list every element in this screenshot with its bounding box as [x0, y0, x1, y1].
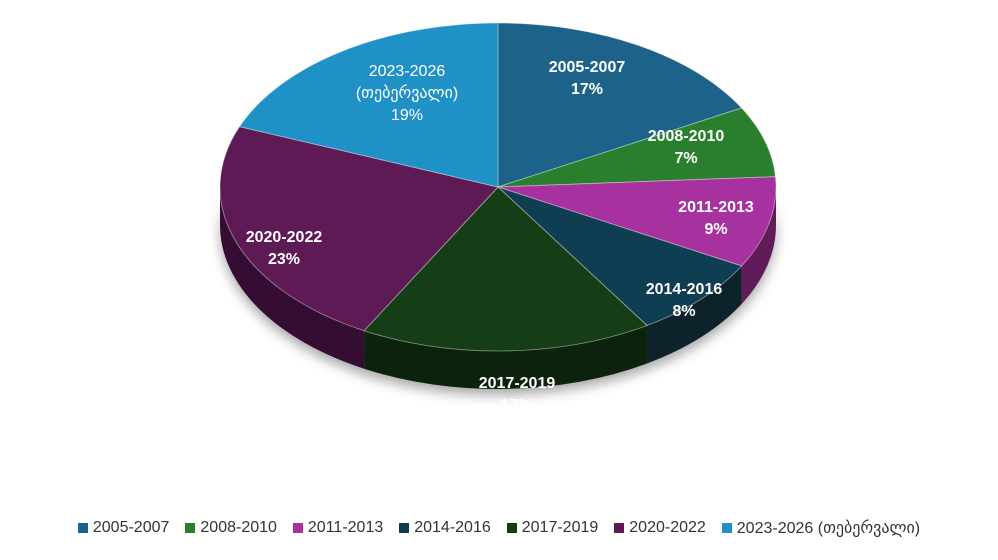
legend-item: 2011-2013 [292, 519, 384, 537]
legend-swatch [506, 523, 517, 533]
legend-label: 2008-2010 [200, 519, 277, 536]
legend-item: 2008-2010 [185, 519, 277, 537]
legend-label: 2017-2019 [521, 519, 599, 536]
legend-swatch [185, 523, 196, 533]
legend-item: 2020-2022 [614, 519, 706, 537]
legend-label: 2014-2016 [414, 519, 491, 536]
legend-label: 2011-2013 [307, 519, 384, 536]
slice-label-2023-2026: 19% [391, 107, 423, 124]
legend-swatch [399, 523, 410, 533]
pie-side-layer [220, 187, 777, 389]
legend-swatch [77, 523, 88, 533]
pie-slice-2014-2016 [497, 186, 743, 327]
legend-label: 2005-2007 [92, 519, 170, 536]
slice-label-2020-2022: 23% [268, 251, 300, 268]
slice-label-2011-2013: 2011-2013 [678, 199, 754, 216]
legend-swatch [721, 523, 732, 533]
legend-item: 2005-2007 [77, 519, 170, 537]
pie-top-layer [219, 22, 777, 352]
pie-side-2017-2019 [364, 325, 647, 389]
legend-item: 2023-2026 (თებერვალი) [721, 518, 921, 538]
legend-item: 2017-2019 [506, 519, 599, 537]
pie-side-2014-2016 [646, 266, 742, 364]
slice-label-2017-2019: 2017-2019 [479, 375, 556, 392]
pie-slice-2017-2019 [363, 186, 648, 352]
pie-side-2020-2022 [220, 187, 365, 369]
pie-slice-2011-2013 [497, 176, 777, 267]
slice-label-2011-2013: 9% [704, 221, 727, 238]
pie-slice-2023-2026 [238, 22, 499, 188]
pie-slice-2020-2022 [219, 126, 499, 332]
pie-chart-svg: 2005-2007 17% 2008-2010 7% 2011-2013 9% 2014-2… [219, 22, 777, 414]
legend-label: 2020-2022 [629, 519, 706, 536]
slice-label-2014-2016: 8% [672, 303, 695, 320]
slice-label-2008-2010: 7% [674, 150, 697, 167]
slice-label-2008-2010: 2008-2010 [648, 128, 725, 145]
slice-label-2023-2026: (თებერვალი) [356, 84, 458, 102]
slice-label-2023-2026: 2023-2026 [369, 63, 446, 80]
slice-label-2014-2016: 2014-2016 [646, 281, 723, 298]
legend-swatch [614, 523, 625, 533]
pie-slice-2005-2007 [497, 22, 743, 188]
pie-label-layer: 2005-2007 17% 2008-2010 7% 2011-2013 9% 2014-2… [246, 59, 754, 414]
slice-label-2017-2019: 17% [501, 397, 533, 414]
chart-legend: 2005-2007 2008-2010 2011-2013 2014-2016 2017… [0, 518, 998, 538]
pie-slice-2008-2010 [497, 107, 777, 188]
pie-side-2011-2013 [741, 187, 777, 305]
legend-swatch [292, 523, 303, 533]
slice-label-2005-2007: 17% [571, 81, 603, 98]
slice-label-2005-2007: 2005-2007 [549, 59, 626, 76]
legend-label: 2023-2026 (თებერვალი) [736, 520, 921, 537]
legend-item: 2014-2016 [399, 519, 491, 537]
slice-label-2020-2022: 2020-2022 [246, 229, 323, 246]
